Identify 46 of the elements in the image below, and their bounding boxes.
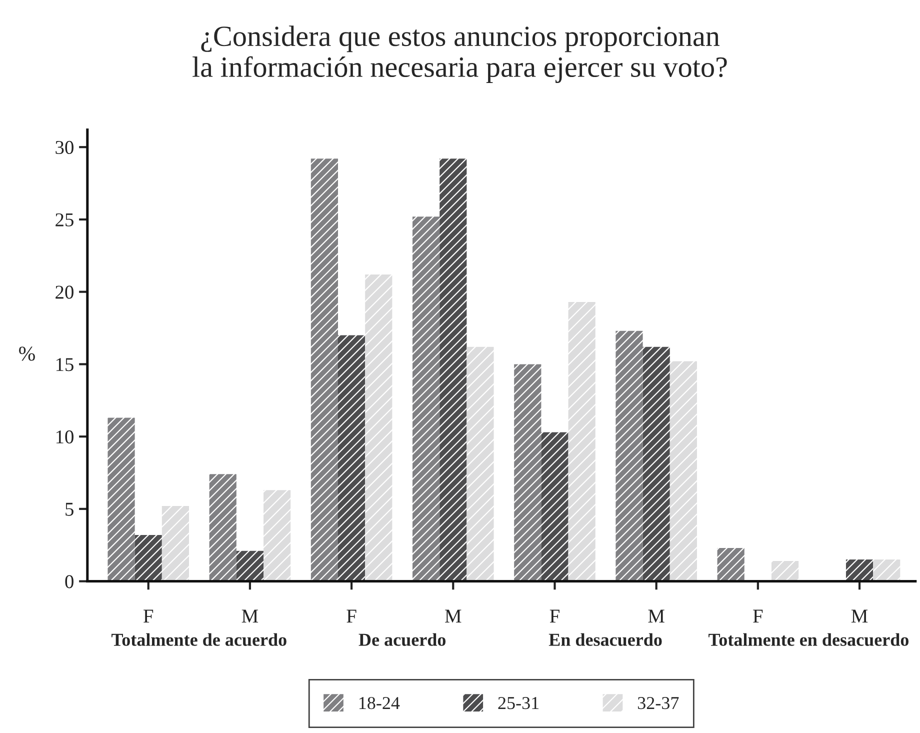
bar	[568, 302, 596, 582]
y-tick-label: 10	[56, 430, 74, 444]
bar	[846, 560, 874, 582]
bar	[440, 158, 467, 582]
y-tick-label: 15	[56, 358, 74, 372]
y-tick-label: 0	[65, 575, 74, 588]
chart-title: ¿Considera que estos anuncios proporcionan la información necesaria para ejercer su voto?	[192, 26, 727, 83]
bar	[264, 490, 291, 582]
bar	[134, 534, 162, 582]
bar	[108, 418, 135, 582]
bar	[310, 158, 338, 582]
bar	[466, 346, 494, 582]
x-tick-label: F	[753, 610, 763, 623]
bar	[771, 561, 799, 582]
x-tick-label: F	[144, 610, 154, 623]
bar	[209, 474, 236, 582]
bar	[162, 506, 189, 582]
bar	[514, 364, 542, 582]
y-tick-label: 30	[56, 140, 74, 154]
legend-label: 25-31	[498, 697, 539, 710]
text: Totalmente en desacuerdo	[708, 633, 909, 646]
x-tick-label: M	[445, 610, 462, 623]
x-tick-label: F	[346, 610, 356, 623]
y-tick-label: 20	[56, 286, 74, 299]
bar	[541, 432, 568, 582]
bar	[873, 560, 900, 582]
x-tick-label: M	[851, 610, 868, 623]
text: Totalmente de acuerdo	[112, 633, 286, 646]
y-tick-label: 5	[66, 502, 74, 516]
legend-label: 32-37	[638, 697, 679, 710]
bar	[670, 361, 697, 582]
y-axis-title: %	[19, 346, 35, 361]
x-tick-label: F	[550, 610, 560, 623]
bar	[338, 335, 366, 582]
legend-label: 18-24	[359, 696, 400, 710]
bar	[236, 550, 264, 582]
text: En desacuerdo	[548, 633, 662, 646]
bar	[642, 346, 670, 582]
y-tick-label: 25	[56, 213, 74, 226]
x-tick-label: M	[242, 610, 258, 623]
x-tick-label: M	[648, 610, 664, 623]
bar	[365, 274, 392, 582]
text: De acuerdo	[358, 633, 446, 646]
bar	[717, 548, 744, 582]
bar	[616, 330, 643, 582]
bar	[412, 216, 440, 582]
